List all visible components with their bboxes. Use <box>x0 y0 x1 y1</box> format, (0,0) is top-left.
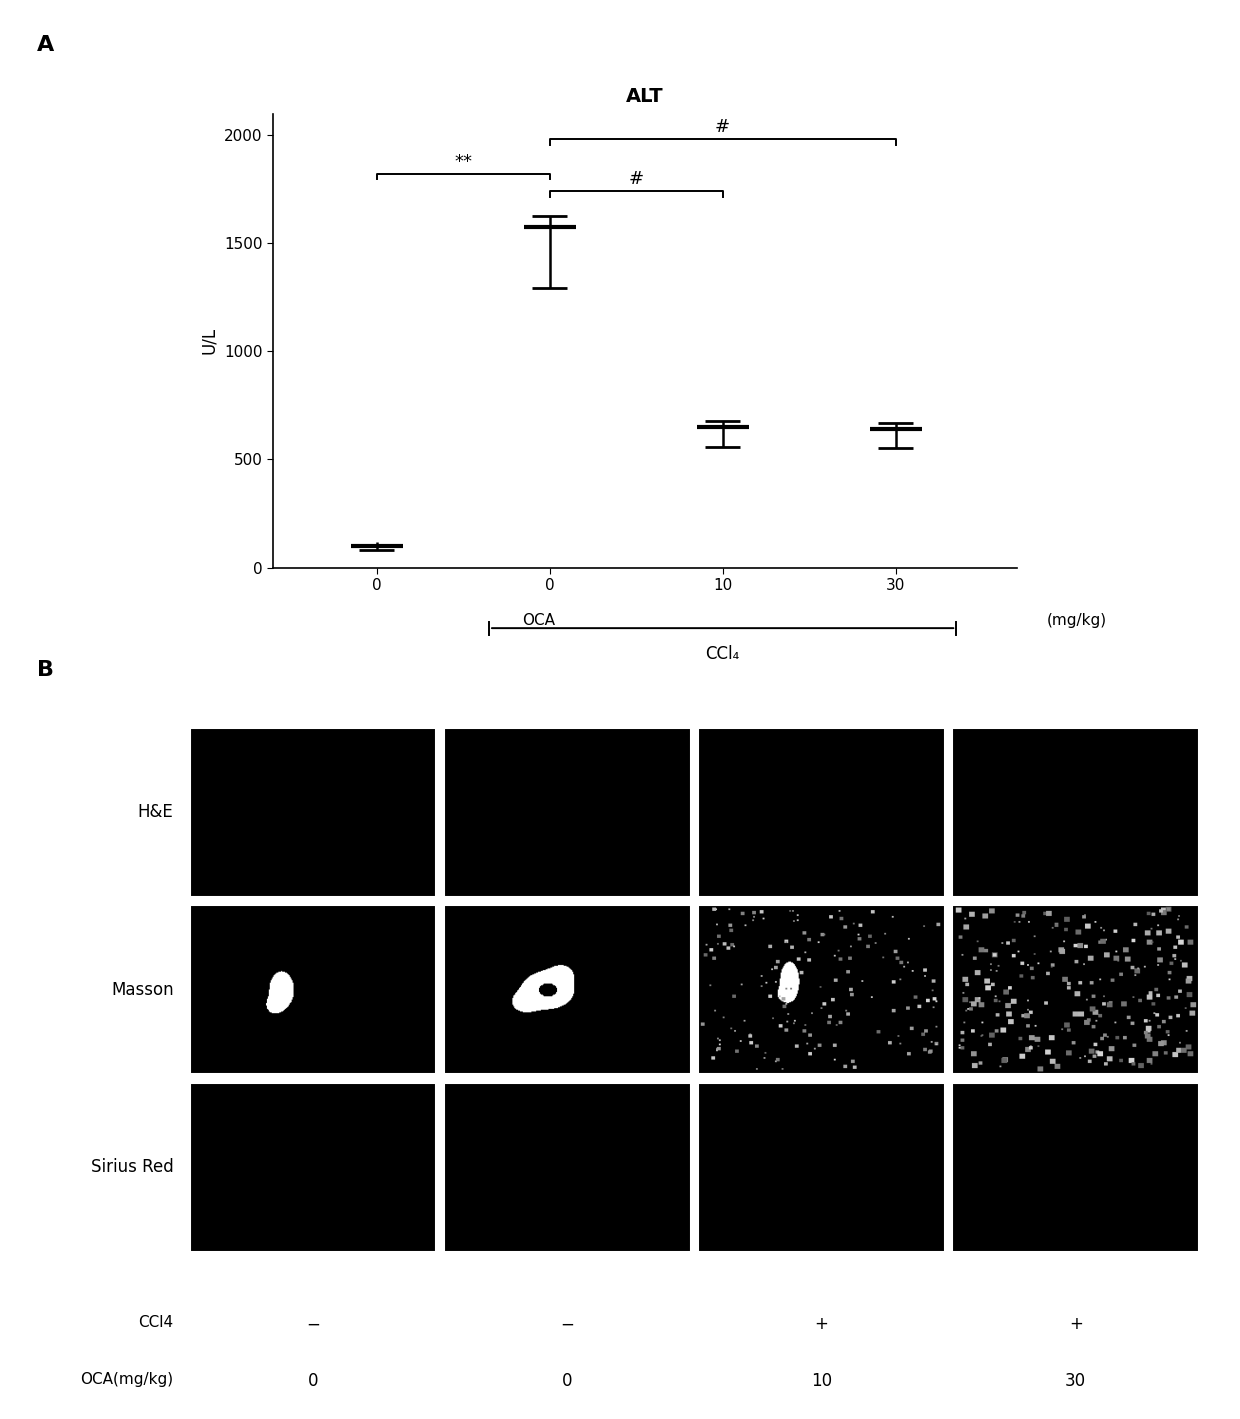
Title: ALT: ALT <box>626 88 663 106</box>
Text: 30: 30 <box>1065 1372 1086 1391</box>
Text: OCA: OCA <box>522 613 556 629</box>
Text: CCl4: CCl4 <box>139 1315 174 1331</box>
Text: Masson: Masson <box>110 981 174 999</box>
Text: (mg/kg): (mg/kg) <box>1047 613 1106 629</box>
Text: Sirius Red: Sirius Red <box>91 1158 174 1176</box>
Text: −: − <box>560 1315 574 1334</box>
Text: +: + <box>1069 1315 1083 1334</box>
Text: **: ** <box>454 153 472 170</box>
Text: B: B <box>37 660 55 680</box>
Text: 10: 10 <box>811 1372 832 1391</box>
Text: H&E: H&E <box>138 803 174 822</box>
Text: 0: 0 <box>562 1372 573 1391</box>
Text: CCl₄: CCl₄ <box>706 646 740 664</box>
Text: 0: 0 <box>308 1372 319 1391</box>
Y-axis label: U/L: U/L <box>201 326 218 355</box>
Text: −: − <box>306 1315 320 1334</box>
Text: #: # <box>715 118 730 136</box>
Text: A: A <box>37 35 55 55</box>
Text: #: # <box>629 170 644 189</box>
Text: OCA(mg/kg): OCA(mg/kg) <box>81 1372 174 1388</box>
Text: +: + <box>815 1315 828 1334</box>
